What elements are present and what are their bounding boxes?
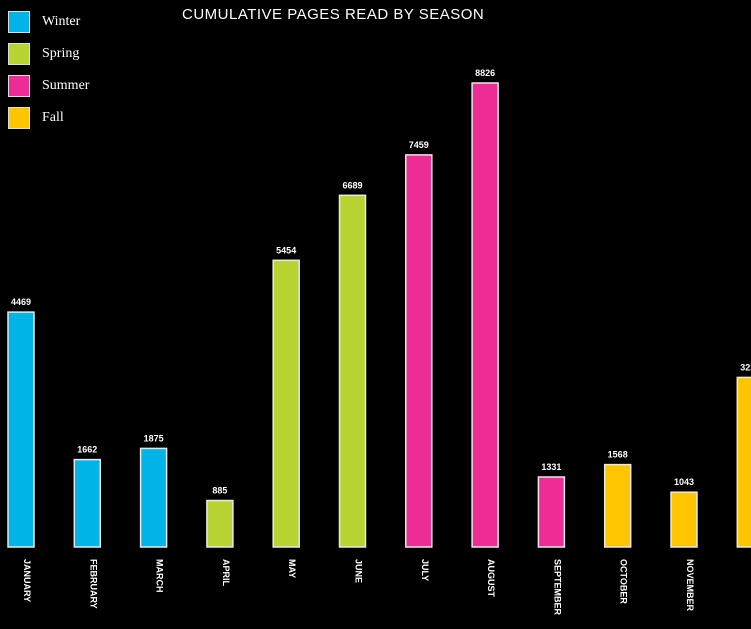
legend-item-summer: Summer <box>8 70 89 102</box>
category-label-october: OCTOBER <box>619 559 629 604</box>
value-label-december: 3227 <box>740 362 751 372</box>
legend-swatch-summer <box>8 75 30 97</box>
legend-label-summer: Summer <box>42 78 90 93</box>
legend-item-winter: Winter <box>8 6 89 38</box>
bar-august <box>471 82 499 548</box>
bar-april <box>206 499 234 548</box>
value-label-november: 1043 <box>674 477 694 487</box>
value-label-october: 1568 <box>608 450 628 460</box>
category-label-july: JULY <box>420 559 430 581</box>
chart-title: CUMULATIVE PAGES READ BY SEASON <box>182 6 485 23</box>
bar-march <box>139 447 168 548</box>
value-label-july: 7459 <box>409 140 429 150</box>
legend-label-winter: Winter <box>42 14 81 29</box>
category-label-april: APRIL <box>221 559 231 587</box>
value-label-may: 5454 <box>276 245 296 255</box>
value-label-june: 6689 <box>342 180 362 190</box>
category-label-january: JANUARY <box>22 559 32 602</box>
bar-july <box>405 154 433 548</box>
value-label-september: 1331 <box>541 462 561 472</box>
legend-swatch-winter <box>8 11 30 33</box>
category-label-september: SEPTEMBER <box>552 559 562 616</box>
bar-december <box>736 376 751 548</box>
legend-label-spring: Spring <box>42 46 80 61</box>
category-label-march: MARCH <box>155 559 165 593</box>
bar-june <box>338 194 367 548</box>
category-label-november: NOVEMBER <box>685 559 695 612</box>
bar-february <box>73 458 102 548</box>
value-label-april: 885 <box>212 486 227 496</box>
legend-item-spring: Spring <box>8 38 89 70</box>
legend: Winter Spring Summer Fall <box>8 6 89 134</box>
bar-november <box>670 491 698 548</box>
bar-may <box>272 259 300 548</box>
category-label-february: FEBRUARY <box>88 559 98 609</box>
legend-label-fall: Fall <box>42 110 64 125</box>
value-label-february: 1662 <box>77 445 97 455</box>
legend-swatch-spring <box>8 43 30 65</box>
bar-october <box>603 463 632 548</box>
category-label-august: AUGUST <box>486 559 496 598</box>
bar-september <box>537 476 566 548</box>
legend-item-fall: Fall <box>8 102 89 134</box>
category-label-may: MAY <box>287 559 297 578</box>
category-label-june: JUNE <box>354 559 364 583</box>
bar-january <box>7 311 35 548</box>
value-label-march: 1875 <box>144 433 164 443</box>
value-label-january: 4469 <box>11 297 31 307</box>
value-label-august: 8826 <box>475 68 495 78</box>
legend-swatch-fall <box>8 107 30 129</box>
